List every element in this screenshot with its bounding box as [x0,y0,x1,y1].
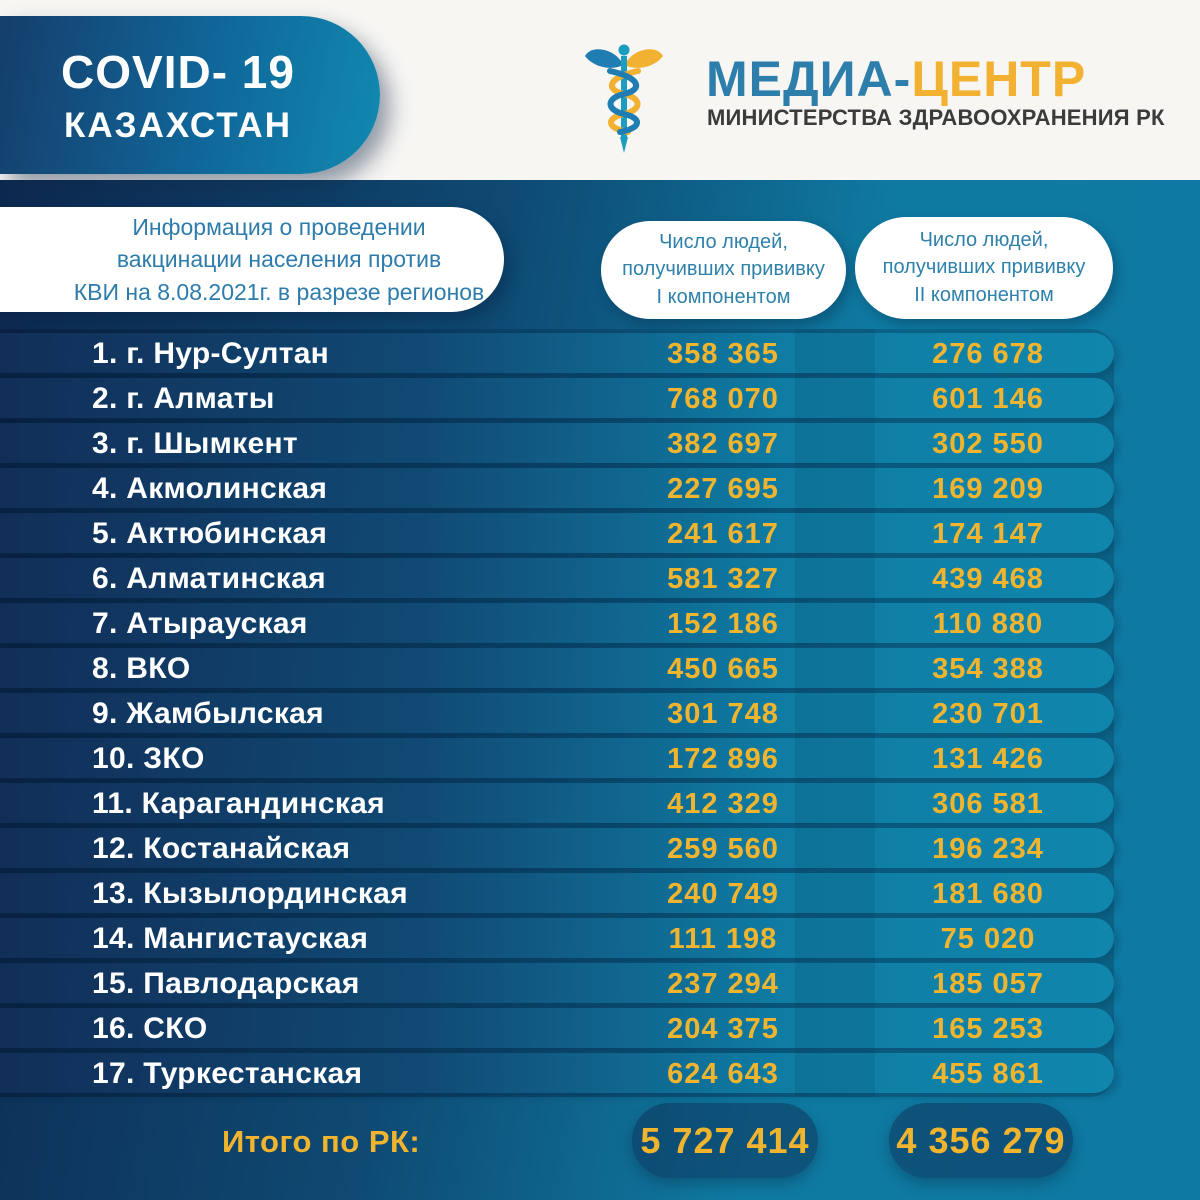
component1-value: 358 365 [667,338,779,370]
table-row: 6. Алматинская 581 327 439 468 [0,558,1114,598]
region-label: 5. Актюбинская [92,517,328,550]
region-label: 3. г. Шымкент [92,427,298,460]
component1-value: 240 749 [667,878,779,910]
region-label: 7. Атырауская [92,607,308,640]
caduceus-head [618,44,630,56]
table-row: 17. Туркестанская 624 643 455 861 [0,1053,1114,1093]
table-row: 3. г. Шымкент 382 697 302 550 [0,423,1114,463]
component2-value: 230 701 [932,698,1044,730]
component2-value: 181 680 [932,878,1044,910]
component1-value: 624 643 [667,1058,779,1090]
region-label: 16. СКО [92,1012,208,1045]
component2-value: 306 581 [932,788,1044,820]
logo-title-yellow: ЦЕНТР [911,51,1087,107]
caduceus-staff-tip [620,137,628,153]
region-label: 17. Туркестанская [92,1057,363,1090]
table-row: 5. Актюбинская 241 617 174 147 [0,513,1114,553]
component2-value: 174 147 [932,518,1044,550]
totals-label: Итого по РК: [222,1124,421,1159]
component1-value: 241 617 [667,518,779,550]
region-label: 12. Костанайская [92,832,351,865]
component1-value: 450 665 [667,653,779,685]
logo-subtitle: МИНИСТЕРСТВА ЗДРАВООХРАНЕНИЯ РК [707,105,1165,130]
component2-value: 165 253 [932,1013,1044,1045]
info-text: Информация о проведении вакцинации насел… [73,213,485,305]
component1-value: 768 070 [667,383,779,415]
table-row: 1. г. Нур-Султан 358 365 276 678 [0,333,1114,373]
component1-value: 204 375 [667,1013,779,1045]
covid-badge: COVID- 19 КАЗАХСТАН [0,16,380,174]
table-row: 15. Павлодарская 237 294 185 057 [0,963,1114,1003]
covid-title: COVID- 19 [61,45,295,98]
table-row: 10. ЗКО 172 896 131 426 [0,738,1114,778]
component2-value: 601 146 [932,383,1044,415]
component2-value: 169 209 [932,473,1044,505]
region-label: 11. Карагандинская [92,787,385,820]
caduceus-left-wing [585,49,621,68]
table-row: 14. Мангистауская 111 198 75 020 [0,918,1114,958]
total-component1-value: 5 727 414 [640,1119,810,1161]
column-header-component1: Число людей, получивших прививку I компо… [601,221,846,319]
component1-value: 581 327 [667,563,779,595]
region-label: 6. Алматинская [92,562,326,595]
region-label: 4. Акмолинская [92,472,328,505]
table-row: 12. Костанайская 259 560 196 234 [0,828,1114,868]
table-row: 9. Жамбылская 301 748 230 701 [0,693,1114,733]
component1-value: 382 697 [667,428,779,460]
region-label: 9. Жамбылская [92,697,324,730]
info-box: Информация о проведении вакцинации насел… [0,207,504,312]
table-row: 2. г. Алматы 768 070 601 146 [0,378,1114,418]
total-pill-component1: 5 727 414 [632,1103,818,1178]
component2-value: 302 550 [932,428,1044,460]
region-label: 1. г. Нур-Султан [92,337,330,370]
component1-value: 412 329 [667,788,779,820]
total-component2-value: 4 356 279 [896,1119,1066,1161]
table-row: 8. ВКО 450 665 354 388 [0,648,1114,688]
component2-value: 354 388 [932,653,1044,685]
component2-value: 75 020 [940,923,1036,955]
component1-value: 259 560 [667,833,779,865]
table-row: 7. Атырауская 152 186 110 880 [0,603,1114,643]
table-row: 16. СКО 204 375 165 253 [0,1008,1114,1048]
region-label: 10. ЗКО [92,742,205,775]
component1-value: 172 896 [667,743,779,775]
caduceus-icon [585,44,663,153]
component2-value: 439 468 [932,563,1044,595]
component1-value: 111 198 [668,923,778,955]
component2-value: 196 234 [932,833,1044,865]
region-label: 13. Кызылординская [92,877,408,910]
caduceus-snake-blue [607,68,640,135]
component2-value: 185 057 [932,968,1044,1000]
component2-value: 455 861 [932,1058,1044,1090]
component2-value: 110 880 [932,608,1044,640]
region-label: 14. Мангистауская [92,922,369,955]
component2-value: 131 426 [932,743,1044,775]
component1-value: 227 695 [667,473,779,505]
component1-value: 237 294 [667,968,779,1000]
table-row: 13. Кызылординская 240 749 181 680 [0,873,1114,913]
component1-value: 301 748 [667,698,779,730]
region-label: 8. ВКО [92,652,191,685]
caduceus-right-wing [627,49,663,68]
caduceus-snake-yellow [608,68,641,135]
covid-subtitle: КАЗАХСТАН [64,105,292,145]
table-row: 11. Карагандинская 412 329 306 581 [0,783,1114,823]
total-pill-component2: 4 356 279 [889,1103,1073,1178]
region-label: 2. г. Алматы [92,382,275,415]
region-label: 15. Павлодарская [92,967,360,1000]
table-row: 4. Акмолинская 227 695 169 209 [0,468,1114,508]
column-header-component2: Число людей, получивших прививку II комп… [855,217,1113,319]
logo-title: МЕДИА-ЦЕНТР [706,50,1086,108]
logo-title-blue: МЕДИА- [706,51,912,107]
component1-value: 152 186 [667,608,779,640]
component2-value: 276 678 [932,338,1044,370]
